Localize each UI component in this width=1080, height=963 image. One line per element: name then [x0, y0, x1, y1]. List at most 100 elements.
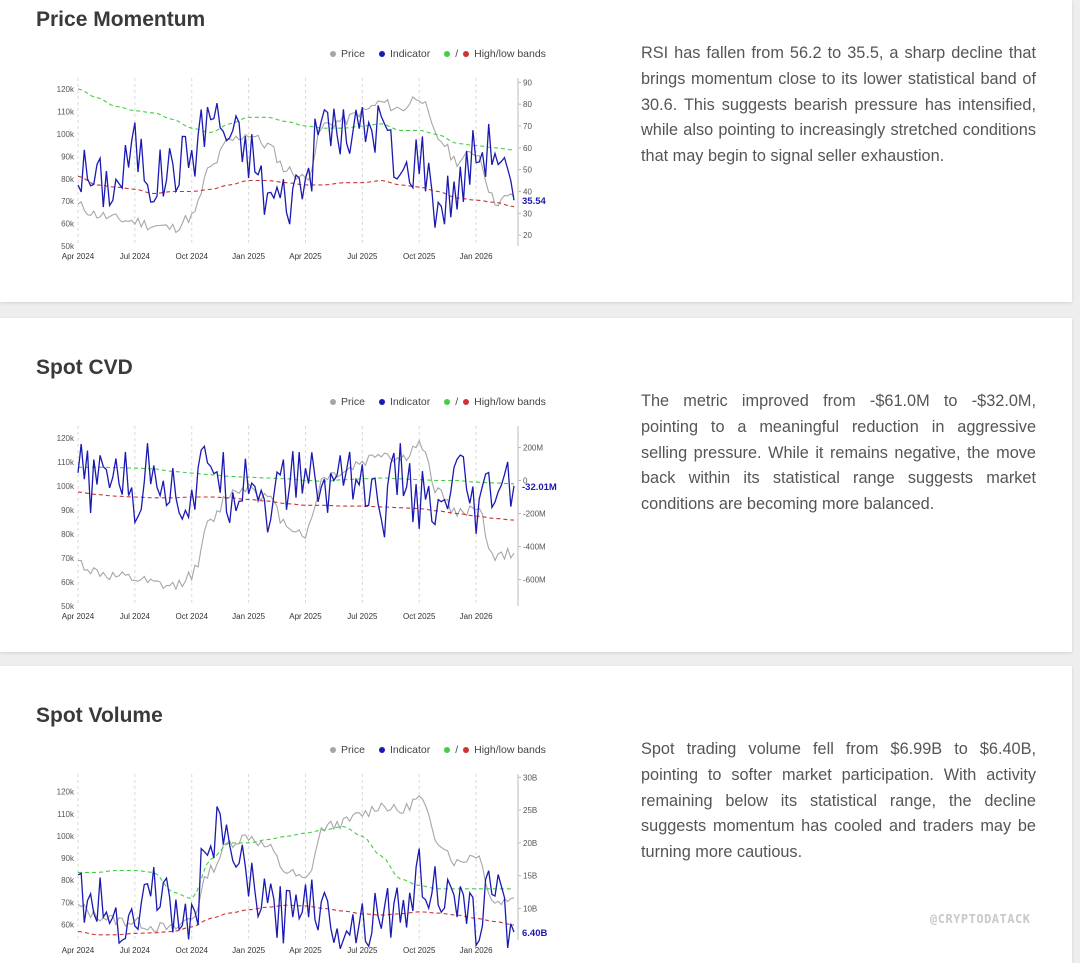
x-tick-label: Apr 2025: [289, 612, 322, 621]
x-tick-label: Apr 2024: [62, 612, 95, 621]
spot-volume-card: Spot Volume Price Indicator / High/low ba…: [0, 666, 1072, 963]
high-band-line: [78, 825, 514, 900]
y-right-tick-label: 80: [523, 100, 532, 109]
price-momentum-card: Price Momentum Price Indicator / High/low…: [0, 0, 1072, 302]
high-band-line: [77, 88, 515, 151]
legend-bands-label: High/low bands: [474, 48, 546, 60]
spot-volume-chart: Apr 2024 Jul 2024 Oct 2024 Jan 2025 Apr 2025…: [57, 773, 548, 955]
y-left-tick-label: 50k: [61, 602, 75, 611]
y-right-tick-label: 10B: [523, 905, 537, 914]
y-left-tick-label: 100k: [57, 130, 75, 139]
legend-price-label: Price: [341, 396, 365, 408]
low-band-dot-icon: [463, 51, 470, 57]
legend-price: Price: [330, 48, 365, 60]
x-tick-label: Oct 2024: [176, 612, 209, 621]
y-right-tick-label: 70: [523, 122, 532, 131]
y-right-tick-label: -400M: [523, 543, 546, 552]
y-left-tick-label: 60k: [61, 578, 75, 587]
legend-indicator: Indicator: [378, 48, 430, 60]
legend-bands: / High/low bands: [444, 744, 546, 756]
y-left-tick-label: 90k: [61, 854, 75, 863]
legend-bands: / High/low bands: [444, 396, 546, 408]
y-left-tick-label: 80k: [61, 876, 75, 885]
price-dot-icon: [330, 399, 336, 405]
price-line: [77, 439, 515, 591]
legend-indicator-label: Indicator: [389, 744, 431, 756]
y-right-tick-label: 60: [523, 144, 532, 153]
high-band-dot-icon: [444, 747, 451, 753]
y-right-tick-label: 20: [523, 231, 532, 240]
legend-indicator: Indicator: [378, 396, 431, 408]
y-right-tick-label: 50: [523, 166, 532, 175]
x-tick-label: Oct 2025: [403, 612, 436, 621]
y-right-tick-label: -200M: [523, 510, 546, 519]
y-left-tick-label: 110k: [57, 108, 75, 117]
y-left-tick-label: 70k: [61, 898, 75, 907]
x-tick-label: Oct 2025: [403, 252, 436, 261]
card-title: Spot CVD: [36, 356, 133, 379]
y-right-tick-label: 200M: [523, 443, 543, 452]
legend-bands: / High/low bands: [444, 48, 546, 60]
x-tick-label: Apr 2024: [62, 946, 95, 955]
x-tick-label: Jan 2026: [460, 252, 493, 261]
y-right-tick-label: 30: [523, 209, 532, 218]
y-right-tick-label: 90: [523, 78, 532, 87]
last-value-label: 6.40B: [522, 928, 547, 939]
y-right-tick-label: 20B: [523, 839, 537, 848]
x-tick-label: Jul 2025: [347, 946, 378, 955]
high-band-dot-icon: [444, 399, 451, 405]
price-dot-icon: [330, 51, 336, 57]
price-line: [77, 795, 515, 932]
legend-bands-label: High/low bands: [474, 396, 546, 408]
y-right-tick-label: 30B: [523, 773, 537, 782]
high-band-dot-icon: [444, 51, 451, 57]
legend-indicator: Indicator: [378, 744, 431, 756]
y-left-tick-label: 100k: [57, 832, 75, 841]
y-left-tick-label: 50k: [61, 242, 75, 251]
low-band-dot-icon: [463, 399, 470, 405]
y-left-tick-label: 80k: [61, 175, 75, 184]
card-title: Spot Volume: [36, 704, 163, 727]
x-tick-label: Oct 2024: [176, 252, 209, 261]
indicator-dot-icon: [378, 51, 385, 57]
card-description: RSI has fallen from 56.2 to 35.5, a shar…: [641, 44, 1036, 166]
spot-cvd-chart: Apr 2024 Jul 2024 Oct 2024 Jan 2025 Apr 2025…: [57, 426, 557, 621]
chart-legend: Price Indicator / High/low bands: [330, 396, 546, 408]
x-tick-label: Jan 2026: [460, 946, 493, 955]
x-tick-label: Jul 2025: [347, 612, 378, 621]
last-value-label: 35.54: [522, 196, 546, 207]
y-left-tick-label: 60k: [61, 220, 75, 229]
y-right-tick-label: 0: [523, 476, 528, 485]
legend-price: Price: [330, 396, 365, 408]
y-left-tick-label: 70k: [61, 554, 75, 563]
chart-legend: Price Indicator / High/low bands: [330, 48, 546, 60]
x-tick-label: Apr 2025: [289, 946, 322, 955]
low-band-line: [77, 491, 515, 521]
y-left-tick-label: 90k: [61, 506, 75, 515]
x-tick-label: Jul 2024: [120, 946, 151, 955]
last-value-label: -32.01M: [522, 482, 557, 493]
legend-price: Price: [330, 744, 365, 756]
spot-cvd-card: Spot CVD Price Indicator / High/low bands…: [0, 318, 1072, 652]
legend-indicator-label: Indicator: [389, 396, 431, 408]
legend-bands-sep: /: [455, 396, 459, 408]
high-band-line: [78, 466, 515, 485]
price-dot-icon: [330, 747, 336, 753]
chart-legend: Price Indicator / High/low bands: [330, 744, 546, 756]
x-tick-label: Oct 2024: [176, 946, 209, 955]
low-band-dot-icon: [463, 747, 470, 753]
y-right-tick-label: 40: [523, 187, 532, 196]
legend-bands-label: High/low bands: [474, 744, 546, 756]
y-right-tick-label: -600M: [523, 576, 546, 585]
y-left-tick-label: 120k: [57, 788, 75, 797]
card-description: The metric improved from -$61.0M to -$32…: [641, 392, 1036, 514]
indicator-line: [77, 102, 515, 228]
low-band-line: [77, 904, 515, 936]
x-tick-label: Jan 2025: [232, 946, 265, 955]
y-left-tick-label: 100k: [57, 482, 75, 491]
y-left-tick-label: 110k: [57, 458, 75, 467]
y-left-tick-label: 80k: [61, 530, 75, 539]
x-tick-label: Jul 2025: [347, 252, 378, 261]
y-right-tick-label: 25B: [523, 806, 537, 815]
x-tick-label: Jan 2025: [232, 252, 265, 261]
